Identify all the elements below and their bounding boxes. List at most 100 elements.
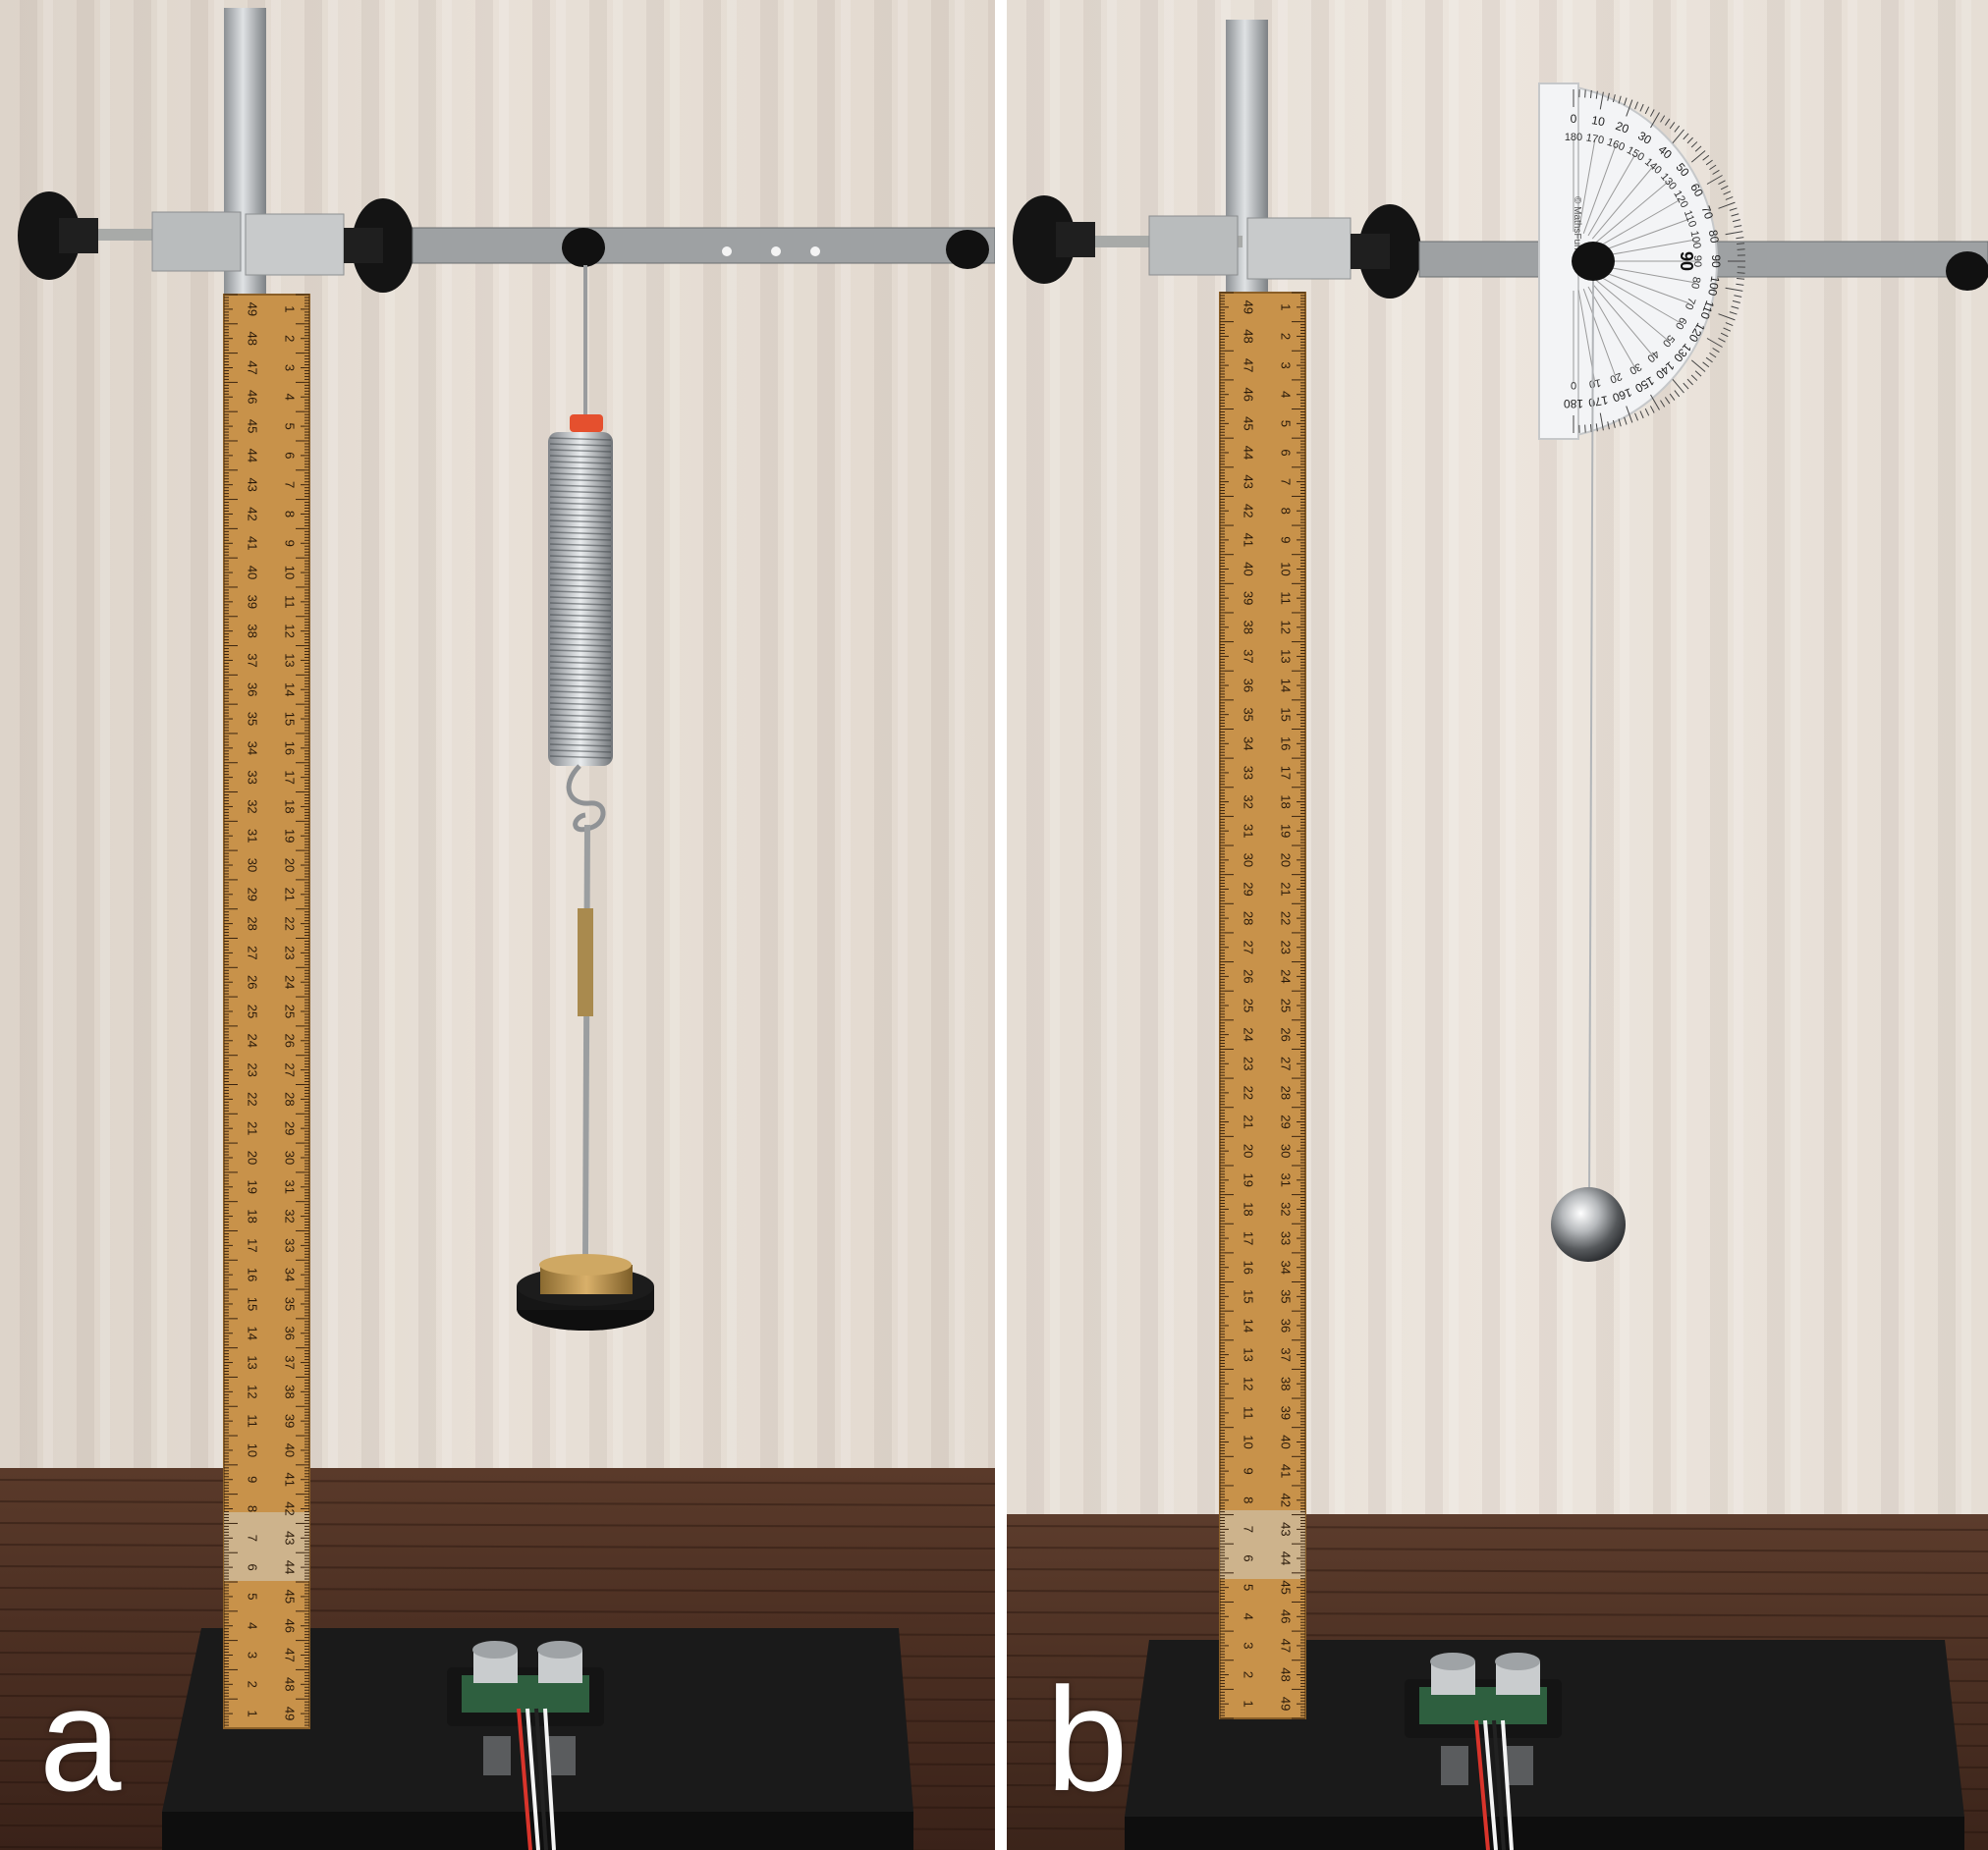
ultrasonic-sensor	[447, 1641, 604, 1850]
panel-a: 49 1 48 2 47 3 46 4 45 5 44 6 43 7 42 8 41 9 40 10 39 11 38 12 3…	[0, 0, 995, 1850]
right-knob-icon	[344, 198, 414, 293]
ruler-number-left: 7	[245, 1535, 259, 1542]
spring-coils	[549, 437, 612, 759]
ruler-number-right: 38	[1279, 1377, 1294, 1390]
ruler-number-left: 43	[245, 477, 259, 491]
ruler-number-right: 37	[1279, 1347, 1294, 1361]
ruler-number-left: 24	[245, 1034, 259, 1048]
protractor-brand: © MathsFun.com	[1572, 196, 1582, 271]
ruler-number-right: 1	[283, 305, 298, 312]
ruler-number-right: 45	[283, 1590, 298, 1604]
protractor-inner-label: 160	[1605, 136, 1626, 154]
protractor-inner-label: 170	[1585, 132, 1605, 146]
ruler-number-left: 9	[245, 1476, 259, 1483]
ruler-number-left: 41	[245, 536, 259, 550]
left-knob-icon	[1013, 195, 1095, 284]
ruler-number-right: 34	[283, 1268, 298, 1281]
protractor-outer-label: 160	[1610, 385, 1633, 405]
boss-clamp	[1246, 217, 1352, 280]
ruler-number-right: 18	[283, 799, 298, 813]
ruler-number-right: 45	[1279, 1580, 1294, 1594]
ruler-number-left: 38	[1241, 621, 1255, 634]
ruler-number-right: 29	[283, 1121, 298, 1135]
ruler-number-right: 27	[283, 1062, 298, 1076]
hook-knob-icon	[562, 228, 605, 267]
ruler-number-right: 9	[1279, 536, 1294, 543]
ruler-number-left: 29	[1241, 882, 1255, 896]
ruler-number-left: 19	[1241, 1173, 1255, 1187]
hanger-sleeve	[578, 908, 593, 1016]
ruler-number-left: 47	[245, 360, 259, 374]
ruler-number-left: 18	[1241, 1202, 1255, 1216]
ruler-number-right: 48	[1279, 1667, 1294, 1681]
ruler-number-left: 38	[245, 624, 259, 637]
ruler-number-left: 28	[1241, 911, 1255, 925]
end-knob-icon	[1946, 251, 1988, 291]
ruler-number-left: 42	[245, 507, 259, 520]
ruler-number-right: 47	[1279, 1639, 1294, 1653]
ruler-number-left: 29	[245, 888, 259, 901]
ruler-number-right: 32	[283, 1209, 298, 1223]
s-hook	[566, 764, 606, 833]
ruler-number-right: 20	[283, 858, 298, 872]
ruler-number-right: 7	[283, 481, 298, 488]
ruler-number-left: 13	[1241, 1347, 1255, 1361]
clamp-block	[151, 211, 242, 272]
ruler-number-right: 40	[283, 1443, 298, 1457]
ruler-number-right: 43	[1279, 1522, 1294, 1536]
ruler-number-left: 31	[245, 829, 259, 843]
ruler-number-left: 36	[1241, 679, 1255, 692]
ruler-number-right: 39	[1279, 1406, 1294, 1420]
protractor-inner-label: 20	[1608, 370, 1624, 385]
ruler-number-right: 46	[283, 1618, 298, 1632]
ruler-number-left: 5	[245, 1593, 259, 1600]
pivot-knob-icon	[1572, 242, 1615, 281]
ruler-number-right: 49	[283, 1707, 298, 1720]
ruler-number-right: 4	[283, 394, 298, 401]
ruler-number-left: 26	[1241, 969, 1255, 983]
ruler-number-left: 9	[1241, 1468, 1255, 1475]
ruler-number-left: 33	[1241, 766, 1255, 780]
ruler-number-right: 18	[1279, 794, 1294, 808]
ruler-number-right: 6	[1279, 449, 1294, 456]
ruler-number-right: 16	[283, 741, 298, 755]
ruler-number-left: 15	[245, 1297, 259, 1311]
panel-b: 49 1 48 2 47 3 46 4 45 5 44 6 43 7 42 8 41 9 40 10 39 11 38 12 3…	[1007, 0, 1988, 1850]
ruler-number-left: 47	[1241, 358, 1255, 372]
ruler-number-right: 24	[283, 975, 298, 989]
ruler-number-left: 4	[245, 1622, 259, 1629]
ruler-number-right: 34	[1279, 1260, 1294, 1274]
ruler-number-right: 37	[283, 1355, 298, 1369]
protractor-outer-label: 10	[1590, 113, 1606, 129]
ruler-number-left: 27	[245, 946, 259, 959]
ruler-number-left: 20	[245, 1151, 259, 1165]
ruler-number-right: 33	[1279, 1231, 1294, 1245]
ruler-number-left: 17	[1241, 1231, 1255, 1245]
ruler-number-left: 34	[1241, 736, 1255, 750]
right-knob-icon	[1351, 204, 1421, 299]
ruler-number-left: 28	[245, 916, 259, 930]
ultrasonic-sensor	[1405, 1653, 1562, 1850]
ruler-number-right: 25	[283, 1005, 298, 1018]
ruler-number-left: 35	[1241, 707, 1255, 721]
ruler-number-right: 35	[1279, 1289, 1294, 1303]
ruler-number-left: 40	[1241, 562, 1255, 575]
ruler-number-right: 8	[1279, 508, 1294, 515]
ruler-number-right: 31	[283, 1180, 298, 1194]
ruler-number-left: 41	[1241, 533, 1255, 547]
ruler-number-left: 3	[245, 1652, 259, 1659]
ruler-number-left: 19	[245, 1180, 259, 1194]
ruler-number-left: 8	[1241, 1496, 1255, 1503]
ruler-number-right: 23	[1279, 941, 1294, 954]
ruler-number-right: 14	[1279, 679, 1294, 692]
ruler-number-left: 32	[1241, 794, 1255, 808]
ruler-number-left: 45	[245, 419, 259, 433]
ruler-number-left: 22	[245, 1092, 259, 1106]
ruler-number-right: 15	[1279, 707, 1294, 721]
ruler-number-right: 13	[283, 653, 298, 667]
end-knob-icon	[946, 230, 989, 269]
ruler-number-right: 24	[1279, 969, 1294, 983]
ruler-number-right: 16	[1279, 736, 1294, 750]
